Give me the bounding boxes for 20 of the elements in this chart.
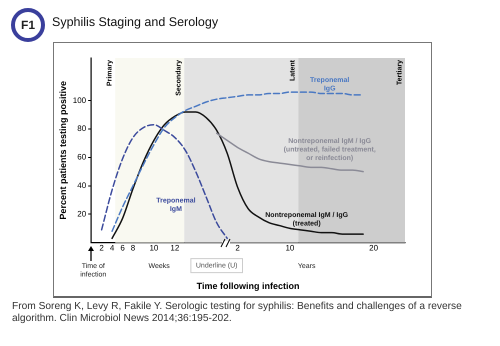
x-tick-label: 8 [130, 244, 136, 253]
x-tick-label: 2 [235, 244, 240, 253]
x-tick-label: 10 [149, 244, 159, 253]
text: From Soreng K, Levy R, Fakile Y. Serologic testing for syphilis: Benefits and challenges of a reverse algorithm. Clin Microbiol News 2014;36:195-202. [12, 301, 463, 325]
y-tick-label: 20 [77, 209, 87, 218]
x-tick-label: 12 [170, 244, 180, 253]
y-tick-label: 40 [77, 181, 87, 190]
line-series [100, 124, 228, 240]
y-tick-label: 60 [77, 152, 87, 162]
chart-title: Syphilis Staging and Serology [52, 15, 218, 29]
x-tick-label: 2 [99, 244, 104, 253]
x-tick-label: 4 [110, 244, 115, 253]
figure-badge: F1 [11, 8, 45, 42]
x-axis-title: Time following infection [196, 281, 300, 292]
x-tick-label: 6 [120, 244, 126, 253]
y-tick-label: 80 [77, 124, 87, 134]
x-tick-label: 10 [285, 244, 295, 253]
y-axis-title: Percent patients testing positive [58, 81, 68, 220]
y-tick-label: 100 [72, 96, 87, 105]
x-tick-label: 20 [369, 244, 379, 253]
